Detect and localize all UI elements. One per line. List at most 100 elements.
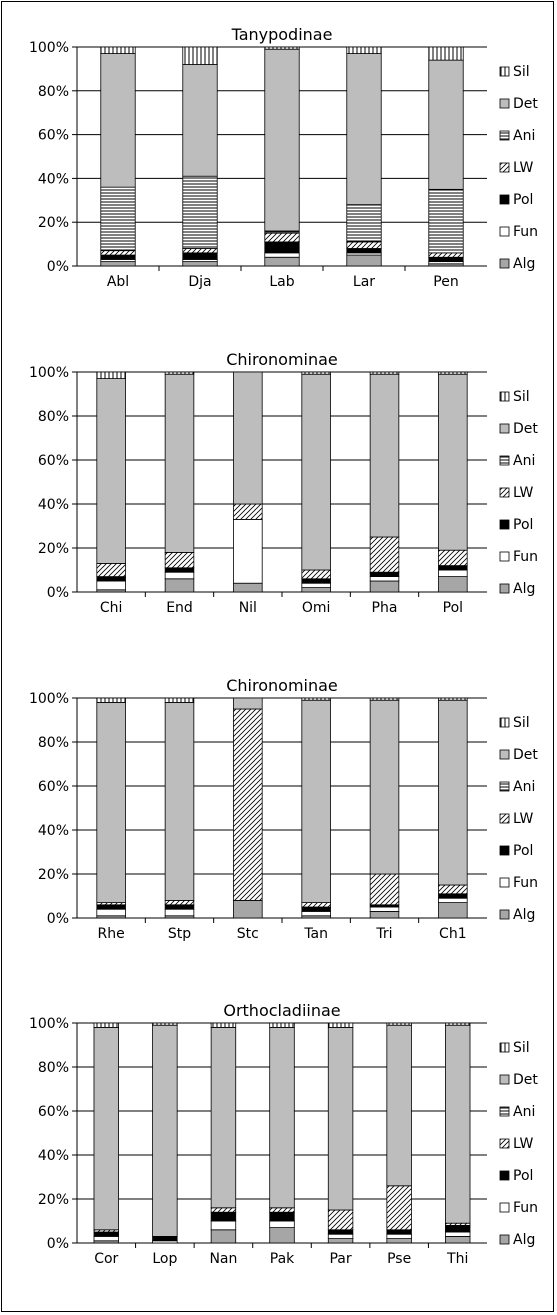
legend-swatch-alg	[499, 583, 510, 594]
bar-segment-chi-lw	[96, 563, 126, 578]
bar-segment-pha-alg	[369, 580, 400, 593]
legend-label-ani: Ani	[513, 779, 535, 795]
legend-label-det: Det	[513, 1072, 538, 1088]
legend-swatch-pol	[499, 194, 510, 205]
bar-segment-abl-pol	[100, 254, 136, 260]
bar-segment-tri-alg	[369, 911, 400, 919]
legend-label-lw: LW	[513, 1136, 534, 1152]
y-tick-label: 100%	[29, 691, 69, 707]
bar-segment-pak-det	[269, 1027, 295, 1209]
x-tick-label: Pol	[443, 600, 463, 616]
legend-label-det: Det	[513, 96, 538, 112]
legend-swatch-alg	[499, 909, 510, 920]
bar-segment-ch1-det	[438, 699, 468, 886]
x-tick-label: Pak	[270, 1251, 295, 1267]
legend-label-fun: Fun	[513, 224, 538, 240]
bar-segment-pen-sil	[428, 46, 464, 61]
legend-swatch-sil	[499, 66, 510, 77]
y-tick-label: 80%	[38, 409, 69, 425]
bar-segment-pse-alg	[386, 1238, 412, 1244]
bar-segment-dja-sil	[182, 46, 218, 65]
bar-segment-tan-sil	[301, 697, 331, 701]
legend-swatch-alg	[499, 258, 510, 269]
legend-swatch-pol	[499, 519, 510, 530]
bar-segment-end-fun	[164, 571, 195, 580]
bar-segment-pha-sil	[369, 371, 400, 375]
bar-segment-cor-det	[93, 1027, 119, 1231]
legend-label-sil: Sil	[513, 64, 530, 80]
bar-segment-stc-lw	[233, 708, 263, 901]
legend-swatch-lw	[499, 813, 510, 824]
chart-panel-3: Chironominae 0% 20% 40% 60% 80% 100% Rhe Stp Stc T…	[29, 676, 538, 942]
chart-title: Tanypodinae	[231, 25, 333, 44]
legend-swatch-lw	[499, 487, 510, 498]
bar-segment-tan-lw	[301, 902, 331, 908]
bar-segment-pha-fun	[369, 576, 400, 582]
bar-segment-end-pol	[164, 567, 195, 573]
y-tick-label: 20%	[38, 541, 69, 557]
bar-segment-pha-pol	[369, 571, 400, 578]
bar-segment-thi-pol	[445, 1225, 471, 1233]
bar-segment-pak-alg	[269, 1227, 295, 1244]
legend-label-fun: Fun	[513, 875, 538, 891]
bar-segment-end-lw	[164, 552, 195, 569]
bar-segment-tri-sil	[369, 697, 400, 701]
bar-segment-pol-fun	[438, 569, 468, 577]
x-tick-label: Pse	[387, 1251, 411, 1267]
legend-label-lw: LW	[513, 811, 534, 827]
bar-segment-stp-pol	[164, 904, 195, 910]
bar-segment-pol-det	[438, 373, 468, 551]
y-tick-label: 0%	[47, 259, 69, 275]
bar-segment-nan-fun	[210, 1220, 237, 1231]
bar-segment-pol-sil	[438, 371, 468, 375]
bar-segment-dja-alg	[182, 261, 218, 267]
bar-segment-nil-alg	[233, 582, 263, 593]
bar-segment-stc-alg	[233, 900, 263, 919]
bar-segment-end-sil	[164, 371, 195, 375]
x-tick-label: Cor	[94, 1251, 118, 1267]
bar-segment-pse-fun	[386, 1233, 412, 1239]
bar-segment-pen-lw	[428, 252, 464, 258]
bar-segment-thi-fun	[445, 1231, 471, 1237]
bar-segment-pak-lw	[269, 1207, 295, 1213]
legend-swatch-pol	[499, 1170, 510, 1181]
y-tick-label: 0%	[47, 585, 69, 601]
bar-segment-nan-alg	[210, 1229, 237, 1244]
bar-segment-tan-det	[301, 699, 331, 904]
y-tick-label: 60%	[38, 779, 69, 795]
bar-segment-tri-fun	[369, 906, 400, 912]
bar-segment-omi-fun	[301, 582, 331, 589]
x-tick-label: Lop	[152, 1251, 177, 1267]
bar-segment-chi-sil	[96, 371, 126, 379]
bar-segment-omi-alg	[301, 587, 331, 593]
bar-segment-lar-sil	[346, 46, 382, 54]
bar-segment-par-sil	[327, 1022, 354, 1028]
x-tick-label: Omi	[302, 600, 331, 616]
bar-segment-lar-ani	[346, 204, 382, 243]
legend-swatch-lw	[499, 1138, 510, 1149]
bar-segment-abl-ani	[100, 186, 136, 252]
legend-label-lw: LW	[513, 485, 534, 501]
bar-segment-lop-sil	[152, 1022, 178, 1026]
x-tick-label: Chi	[100, 600, 123, 616]
bar-segment-omi-lw	[301, 569, 331, 580]
legend-label-alg: Alg	[513, 1232, 535, 1248]
bar-segment-ch1-sil	[438, 697, 468, 701]
legend-label-sil: Sil	[513, 715, 530, 731]
bar-segment-chi-det	[96, 378, 126, 564]
chart-panel-1: Tanypodinae 0% 20% 40% 60% 80% 100% Abl Dja Lab La…	[29, 25, 538, 290]
y-tick-label: 40%	[38, 497, 69, 513]
bar-segment-nan-det	[210, 1027, 237, 1209]
x-tick-label: End	[166, 600, 193, 616]
y-tick-label: 60%	[38, 453, 69, 469]
y-tick-label: 20%	[38, 215, 69, 231]
legend-swatch-sil	[499, 1042, 510, 1053]
legend-swatch-alg	[499, 1234, 510, 1245]
chart-title: Chironominae	[226, 350, 338, 369]
legend-swatch-ani	[499, 781, 510, 792]
y-tick-label: 100%	[29, 365, 69, 381]
bar-segment-lab-fun	[264, 252, 300, 258]
y-tick-label: 40%	[38, 171, 69, 187]
